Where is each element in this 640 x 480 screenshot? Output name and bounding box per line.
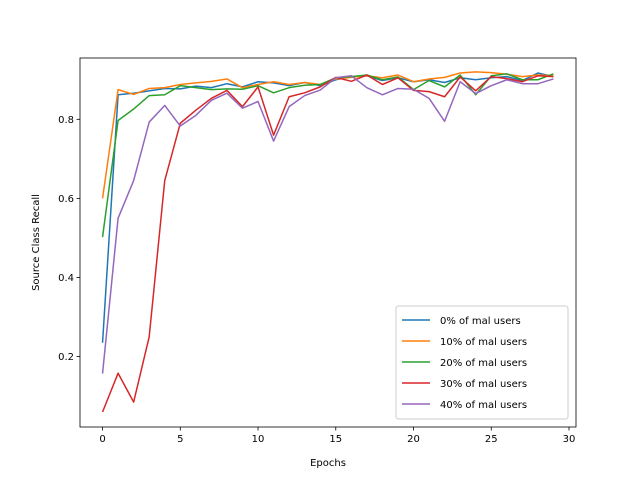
legend-item-label: 0% of mal users (440, 316, 521, 327)
y-axis-ticks: 0.2 0.4 0.6 0.8 (58, 115, 80, 363)
series-line-4 (101, 75, 554, 374)
legend: 0% of mal users 10% of mal users 20% of ma… (395, 305, 569, 420)
series-line-3 (101, 74, 554, 413)
x-tick-label: 25 (485, 434, 498, 445)
y-axis-label: Source Class Recall (31, 194, 42, 291)
x-axis-ticks: 0 5 10 15 20 25 30 (99, 427, 575, 445)
legend-item-label: 20% of mal users (440, 358, 527, 369)
plot-frame (79, 57, 577, 428)
series-line-2 (101, 73, 554, 238)
x-tick-label: 10 (252, 434, 265, 445)
x-tick-label: 20 (407, 434, 420, 445)
plot-lines (101, 71, 554, 413)
x-axis-label: Epochs (310, 458, 346, 469)
x-tick-label: 15 (329, 434, 342, 445)
legend-item-label: 30% of mal users (440, 379, 527, 390)
y-tick-label: 0.8 (58, 115, 74, 126)
y-tick-label: 0.2 (58, 352, 74, 363)
legend-box (395, 305, 569, 420)
legend-item-label: 40% of mal users (440, 400, 527, 411)
x-tick-label: 30 (563, 434, 576, 445)
x-tick-label: 0 (99, 434, 105, 445)
legend-item-label: 10% of mal users (440, 337, 527, 348)
x-tick-label: 5 (177, 434, 183, 445)
y-tick-label: 0.4 (58, 273, 74, 284)
y-tick-label: 0.6 (58, 194, 74, 205)
